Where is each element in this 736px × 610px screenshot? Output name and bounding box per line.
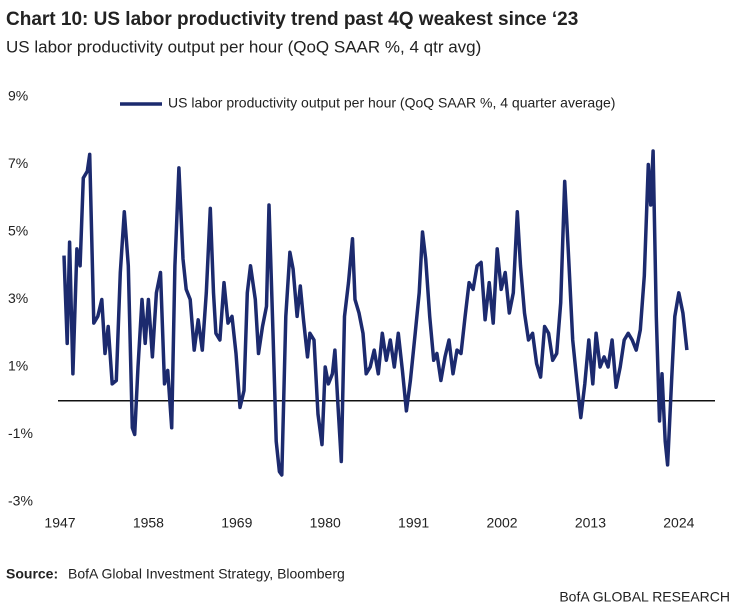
y-tick-label: -1%: [8, 425, 33, 441]
x-tick-label: 2013: [575, 515, 606, 531]
x-tick-label: 1958: [133, 515, 164, 531]
y-tick-label: 1%: [8, 358, 28, 374]
branding: BofA GLOBAL RESEARCH: [559, 589, 730, 605]
y-tick-label: -3%: [8, 493, 33, 509]
y-tick-label: 7%: [8, 155, 28, 171]
x-tick-label: 2002: [486, 515, 517, 531]
y-tick-label: 5%: [8, 223, 28, 239]
x-tick-label: 1991: [398, 515, 429, 531]
data-line: [62, 149, 689, 477]
x-tick-label: 1980: [310, 515, 341, 531]
chart-title: Chart 10: US labor productivity trend pa…: [6, 9, 578, 30]
source: BofA Global Investment Strategy, Bloombe…: [68, 566, 345, 582]
legend-label: US labor productivity output per hour (Q…: [168, 95, 615, 111]
chart-subtitle: US labor productivity output per hour (Q…: [6, 37, 481, 56]
x-tick-label: 2024: [663, 515, 694, 531]
y-tick-label: 9%: [8, 88, 28, 104]
x-tick-label: 1947: [44, 515, 75, 531]
y-tick-label: 3%: [8, 290, 28, 306]
x-tick-label: 1969: [221, 515, 252, 531]
source-label: Source:: [6, 566, 58, 582]
